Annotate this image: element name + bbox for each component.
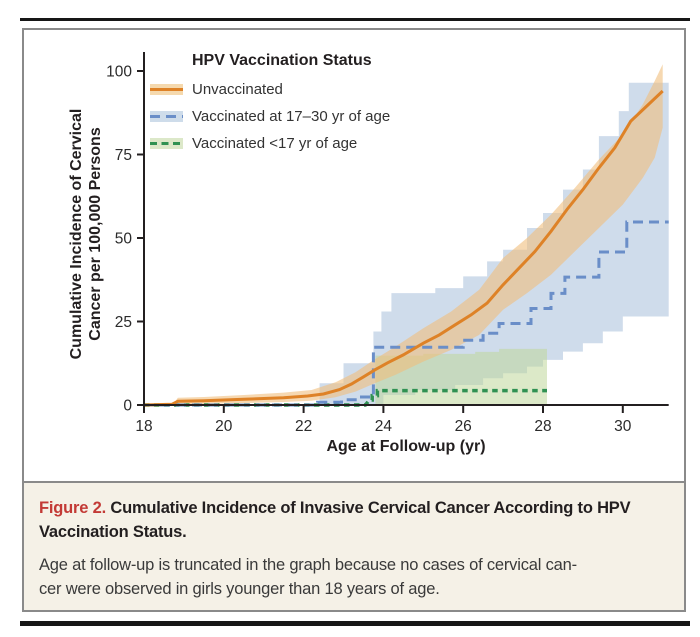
caption-panel: Figure 2. Cumulative Incidence of Invasi… <box>24 481 684 610</box>
legend-swatch-long-dash-icon <box>150 111 183 122</box>
caption-heading: Figure 2. Cumulative Incidence of Invasi… <box>39 496 668 544</box>
x-axis-title: Age at Follow-up (yr) <box>326 438 486 455</box>
x-tick-label: 30 <box>614 418 632 435</box>
top-rule <box>20 18 690 21</box>
y-axis-label-line2: Cancer per 100,000 Persons <box>87 127 104 341</box>
legend: HPV Vaccination Status Unvaccinated Vacci… <box>150 52 390 157</box>
legend-item-2: Vaccinated <17 yr of age <box>150 130 390 157</box>
chart-canvas: 0 25 50 75 100 18 20 22 24 26 28 30 <box>106 52 669 435</box>
y-axis-label: Cumulative Incidence of Cervical Cancer … <box>67 109 105 360</box>
legend-line-sample <box>150 142 183 145</box>
figure-number-label: Figure 2. <box>39 499 106 517</box>
bottom-rule <box>20 621 690 626</box>
legend-rows: Unvaccinated Vaccinated at 17–30 yr of ag… <box>150 76 390 157</box>
legend-label: Unvaccinated <box>192 81 283 98</box>
confidence-band-0 <box>144 64 663 406</box>
y-axis-label-line1: Cumulative Incidence of Cervical <box>68 108 85 360</box>
confidence-band-1 <box>319 82 669 405</box>
y-tick-label: 0 <box>123 398 132 415</box>
legend-label: Vaccinated <17 yr of age <box>192 135 358 152</box>
legend-swatch-solid-line-icon <box>150 84 183 95</box>
legend-swatch-short-dash-icon <box>150 138 183 149</box>
y-tick-label: 100 <box>106 64 132 81</box>
legend-label: Vaccinated at 17–30 yr of age <box>192 108 391 125</box>
caption-body-line1: Age at follow-up is truncated in the gra… <box>39 556 577 574</box>
legend-item-1: Vaccinated at 17–30 yr of age <box>150 103 390 130</box>
legend-line-sample <box>150 88 183 91</box>
caption-heading-line2: Vaccination Status. <box>39 523 187 541</box>
legend-item-0: Unvaccinated <box>150 76 390 103</box>
y-tick-label: 50 <box>115 231 133 248</box>
x-tick-label: 26 <box>455 418 472 435</box>
legend-line-sample <box>150 115 183 118</box>
x-tick-label: 18 <box>135 418 152 435</box>
y-tick-label: 25 <box>115 314 132 331</box>
x-tick-label: 28 <box>534 418 551 435</box>
y-tick-label: 75 <box>115 147 132 164</box>
caption-title-part1: Cumulative Incidence of Invasive Cervica… <box>110 499 631 517</box>
chart-area: 0 25 50 75 100 18 20 22 24 26 28 30 Cumulative Inci… <box>24 30 684 481</box>
x-tick-label: 22 <box>295 418 312 435</box>
legend-title: HPV Vaccination Status <box>192 52 372 69</box>
caption-heading-line1: Figure 2. Cumulative Incidence of Invasi… <box>39 496 668 520</box>
caption-body-line2: cer were observed in girls younger than … <box>39 580 440 598</box>
x-tick-label: 20 <box>215 418 233 435</box>
series-line-0 <box>143 89 664 407</box>
figure-box: 0 25 50 75 100 18 20 22 24 26 28 30 Cumulative Inci… <box>22 28 686 612</box>
series-line-1 <box>144 220 669 407</box>
x-tick-label: 24 <box>375 418 393 435</box>
caption-body: Age at follow-up is truncated in the gra… <box>39 553 668 601</box>
